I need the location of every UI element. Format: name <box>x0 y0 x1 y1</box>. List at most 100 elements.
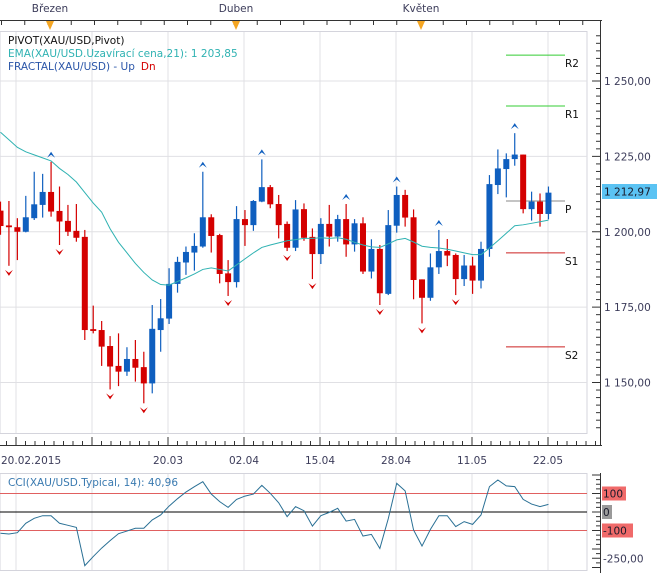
cci-pane[interactable]: CCI(XAU/USD.Typical, 14): 40,96 100 0 -100… <box>0 473 644 573</box>
price-label: 1 225,00 <box>604 151 651 163</box>
candle-body <box>545 192 552 214</box>
candle <box>73 204 80 242</box>
candle <box>267 185 274 209</box>
fractal-up-icon <box>47 151 56 158</box>
cci-level-badge <box>602 486 626 501</box>
date-label: 02.04 <box>229 455 259 467</box>
candle-body <box>427 267 434 298</box>
candle-body <box>149 328 156 384</box>
candle <box>48 161 55 217</box>
cci-grid <box>0 474 587 570</box>
candle-body <box>225 273 232 283</box>
candle <box>402 189 409 227</box>
candle-body <box>132 358 139 368</box>
month-label-duben: Duben <box>219 3 254 15</box>
candle <box>376 245 383 306</box>
fractal-down-icon <box>418 327 426 334</box>
candle-body <box>478 248 485 281</box>
candle <box>208 214 215 253</box>
candle <box>452 253 459 296</box>
candle <box>292 200 299 252</box>
candle-body <box>461 265 468 280</box>
legend-ema: EMA(XAU/USD.Uzavírací cena,21): 1 203,85 <box>8 48 238 60</box>
candle <box>123 347 130 376</box>
cci-level-label: -100 <box>603 526 627 538</box>
fractal-up-icon <box>198 161 207 168</box>
candle <box>368 239 375 279</box>
candle <box>64 204 71 236</box>
candle-body <box>5 225 12 228</box>
date-label: 22.05 <box>533 455 563 467</box>
candle-body <box>64 220 71 232</box>
candle <box>410 209 417 300</box>
candle-body <box>368 248 375 272</box>
candle-body <box>31 204 38 219</box>
candle-body <box>452 254 459 280</box>
candle <box>258 159 265 203</box>
price-label: 1 250,00 <box>604 76 651 88</box>
fractal-up-icon <box>392 176 401 183</box>
candle-body <box>334 219 341 237</box>
candle-body <box>511 154 518 160</box>
candle-body <box>317 223 324 255</box>
candle <box>225 260 232 296</box>
candle-body <box>385 225 392 294</box>
candle <box>317 218 324 265</box>
candle-body <box>157 318 164 331</box>
cci-title: CCI(XAU/USD.Typical, 14): 40,96 <box>8 477 178 489</box>
candle <box>503 153 510 198</box>
candle <box>284 221 291 252</box>
legend-fractal-dn: Dn <box>141 61 156 73</box>
candle-body <box>115 365 122 372</box>
legend-fractal-up: FRACTAL(XAU/USD) - Up <box>8 61 135 73</box>
price-axis[interactable]: 1 250,00 1 225,00 1 200,00 1 175,00 1 150,00… <box>592 20 657 445</box>
candle-body <box>81 236 88 331</box>
candle-body <box>402 194 409 218</box>
candle <box>444 238 451 267</box>
candle <box>537 193 544 227</box>
candle <box>5 200 12 266</box>
candle <box>520 154 527 214</box>
candle <box>39 173 46 218</box>
candle <box>157 298 164 352</box>
candle-body <box>73 230 80 238</box>
fractal-up-icon <box>257 149 266 156</box>
candle <box>486 175 493 257</box>
candle <box>326 204 333 247</box>
cci-line <box>0 479 549 567</box>
candle-body <box>140 367 147 384</box>
date-label: 20.03 <box>153 455 183 467</box>
month-label-brezen: Březen <box>32 3 68 15</box>
candle <box>107 336 114 390</box>
candle <box>90 305 97 334</box>
candle-body <box>199 217 206 247</box>
pivot-lines: R2 R1 P S1 S2 <box>506 54 579 362</box>
candle-body <box>494 168 501 186</box>
candle-body <box>191 245 198 253</box>
current-price-badge <box>602 184 657 199</box>
price-label: 1 200,00 <box>604 227 651 239</box>
legend-pivot: PIVOT(XAU/USD,Pivot) <box>8 35 124 47</box>
price-pane[interactable]: R2 R1 P S1 S2 PIVOT(XAU/USD,Pivot) EMA(XAU/U… <box>0 31 588 434</box>
fractal-down-icon <box>4 269 13 276</box>
candle-body <box>56 210 63 222</box>
candle-body <box>435 251 442 268</box>
candle <box>216 233 223 284</box>
candle <box>300 203 307 241</box>
ema-line <box>0 131 549 286</box>
candle <box>149 305 156 394</box>
candle-body <box>267 187 274 205</box>
candle <box>469 256 476 294</box>
candle <box>115 333 122 387</box>
candle-body <box>14 227 21 232</box>
candle-body <box>292 209 299 248</box>
candle <box>359 217 366 274</box>
candle-body <box>123 358 130 372</box>
candle <box>140 351 147 404</box>
candle-body <box>166 283 173 319</box>
price-grid <box>0 32 587 433</box>
candle <box>275 194 282 239</box>
candle-body <box>393 194 400 226</box>
price-label: 1 175,00 <box>604 302 651 314</box>
